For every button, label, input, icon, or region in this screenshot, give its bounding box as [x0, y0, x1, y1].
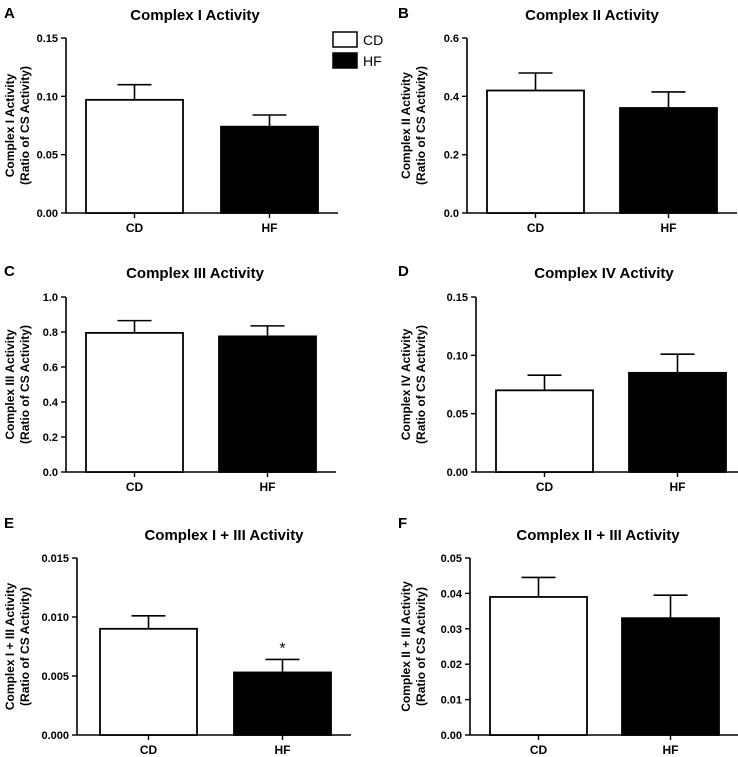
chart-title: Complex I + III Activity	[144, 527, 304, 544]
bar-hf	[233, 671, 332, 736]
panel-letter: E	[4, 515, 14, 532]
y-axis-label: Complex I + III Activity	[3, 583, 17, 711]
y-tick-label: 0.00	[441, 730, 462, 742]
chart-title: Complex IV Activity	[534, 265, 674, 282]
legend-swatch-hf	[332, 52, 358, 69]
panel-letter: D	[398, 263, 409, 280]
bar-cd	[85, 98, 184, 214]
x-tick-label: CD	[530, 743, 548, 757]
legend-label: HF	[363, 53, 382, 69]
x-tick-label: HF	[663, 743, 679, 757]
bar-cd	[495, 389, 594, 473]
y-axis-label: (Ratio of CS Activity)	[18, 587, 32, 706]
chart-title: Complex II Activity	[525, 7, 659, 24]
y-tick-label: 0.00	[37, 208, 58, 220]
panel-letter: A	[4, 5, 15, 22]
y-tick-label: 0.4	[444, 91, 460, 103]
x-tick-label: CD	[536, 480, 554, 494]
y-axis-label: (Ratio of CS Activity)	[18, 66, 32, 185]
y-tick-label: 0.02	[441, 659, 462, 671]
y-tick-label: 0.4	[43, 397, 59, 409]
y-tick-label: 0.8	[43, 327, 58, 339]
y-tick-label: 0.0	[444, 208, 459, 220]
y-tick-label: 0.04	[441, 588, 463, 600]
y-axis-label: (Ratio of CS Activity)	[414, 587, 428, 706]
x-tick-label: HF	[670, 480, 686, 494]
y-tick-label: 0.6	[43, 362, 58, 374]
y-tick-label: 0.00	[447, 467, 468, 479]
y-tick-label: 0.2	[43, 432, 58, 444]
y-axis-label: (Ratio of CS Activity)	[414, 66, 428, 185]
y-tick-label: 0.05	[447, 409, 468, 421]
significance-marker: *	[279, 640, 285, 657]
chart-panel-e: E Complex I + III Activity Complex I + III…	[3, 515, 351, 757]
x-tick-label: HF	[661, 221, 677, 235]
bar-cd	[85, 331, 184, 473]
bar-cd	[99, 627, 198, 736]
y-tick-label: 1.0	[43, 292, 58, 304]
panel-letter: B	[398, 5, 409, 22]
chart-title: Complex I Activity	[130, 7, 260, 24]
y-axis-label: Complex III Activity	[3, 329, 17, 440]
y-tick-label: 0.15	[37, 33, 58, 45]
x-tick-label: HF	[260, 480, 276, 494]
y-axis-label: (Ratio of CS Activity)	[414, 325, 428, 444]
x-tick-label: HF	[262, 221, 278, 235]
chart-panel-c: C Complex III Activity Complex III Activit…	[3, 263, 336, 494]
bar-cd	[489, 596, 588, 736]
y-tick-label: 0.15	[447, 292, 468, 304]
y-tick-label: 0.03	[441, 624, 462, 636]
y-tick-label: 0.10	[37, 91, 58, 103]
bar-cd	[486, 89, 585, 214]
x-tick-label: CD	[126, 480, 144, 494]
x-tick-label: CD	[527, 221, 545, 235]
x-tick-label: CD	[126, 221, 144, 235]
y-tick-label: 0.015	[41, 553, 69, 565]
chart-title: Complex III Activity	[126, 265, 264, 282]
bar-hf	[621, 617, 720, 736]
panel-letter: F	[398, 515, 407, 532]
y-axis-label: Complex II Activity	[399, 72, 413, 179]
y-tick-label: 0.010	[41, 612, 69, 624]
y-tick-label: 0.2	[444, 150, 459, 162]
chart-panel-f: F Complex II + III Activity Complex II + I…	[398, 515, 738, 757]
y-tick-label: 0.05	[441, 553, 462, 565]
y-axis-label: Complex I Activity	[3, 73, 17, 177]
y-tick-label: 0.000	[41, 730, 69, 742]
y-tick-label: 0.005	[41, 671, 69, 683]
y-tick-label: 0.10	[447, 350, 468, 362]
x-tick-label: CD	[140, 743, 158, 757]
y-tick-label: 0.01	[441, 695, 462, 707]
chart-title: Complex II + III Activity	[516, 527, 680, 544]
y-tick-label: 0.05	[37, 150, 58, 162]
bar-hf	[218, 335, 317, 473]
bar-hf	[628, 371, 727, 473]
legend-label: CD	[363, 32, 383, 48]
y-axis-label: Complex II + III Activity	[399, 581, 413, 712]
y-tick-label: 0.6	[444, 33, 459, 45]
y-axis-label: Complex IV Activity	[399, 328, 413, 440]
legend-swatch-cd	[332, 31, 358, 48]
bar-hf	[619, 107, 718, 214]
y-axis-label: (Ratio of CS Activity)	[18, 325, 32, 444]
x-tick-label: HF	[275, 743, 291, 757]
y-tick-label: 0.0	[43, 467, 58, 479]
panel-letter: C	[4, 263, 15, 280]
bar-hf	[220, 125, 319, 214]
legend: CD HF	[332, 31, 383, 69]
